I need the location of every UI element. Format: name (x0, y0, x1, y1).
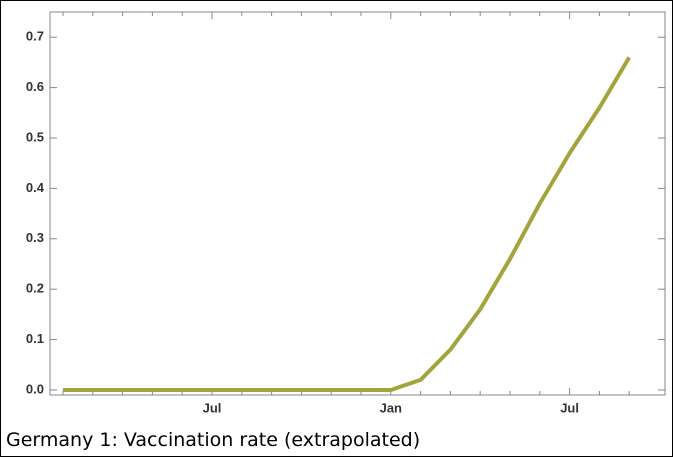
plot-frame (49, 11, 666, 396)
caption: Germany 1: Vaccination rate (extrapolate… (6, 429, 420, 451)
y-tick-label: 0.0 (26, 381, 44, 396)
y-tick-label: 0.5 (26, 129, 44, 144)
y-tick-label: 0.1 (26, 331, 44, 346)
y-tick-label: 0.3 (26, 230, 44, 245)
x-tick-label: Jul (203, 400, 222, 415)
y-tick-label: 0.4 (26, 180, 45, 195)
y-tick-label: 0.2 (26, 281, 44, 296)
line (63, 56, 631, 392)
y-tick-label: 0.7 (26, 29, 44, 44)
y-tick-label: 0.6 (26, 79, 44, 94)
x-tick-label: Jul (560, 400, 579, 415)
x-tick-label: Jan (380, 400, 402, 415)
